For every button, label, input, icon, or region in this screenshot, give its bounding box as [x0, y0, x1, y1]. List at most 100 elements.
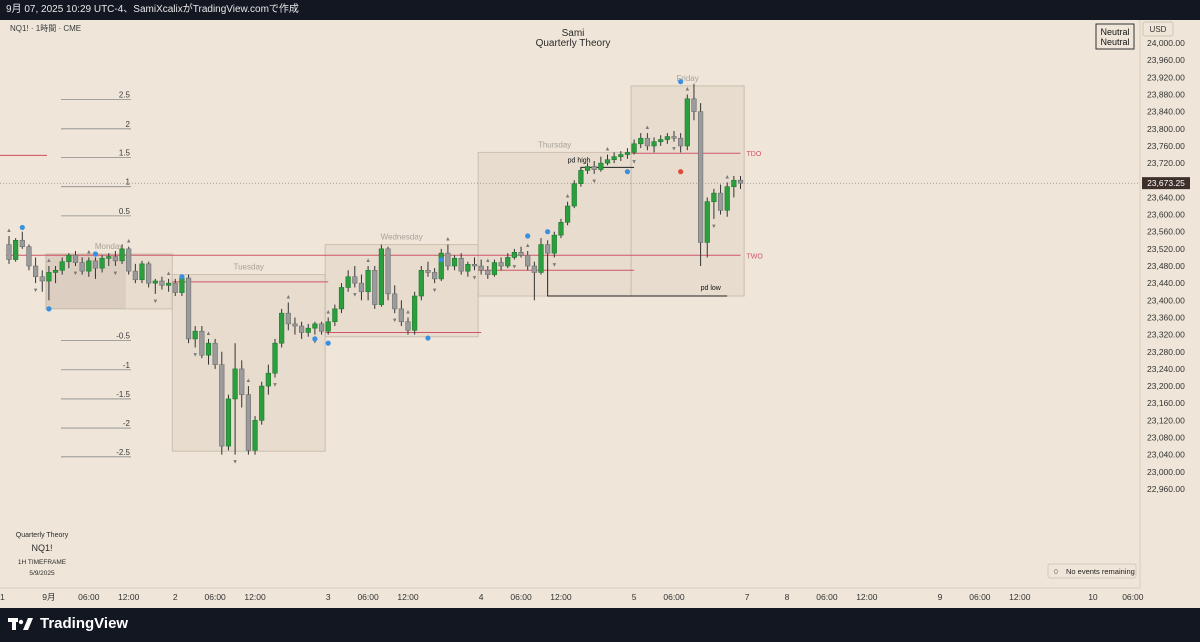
time-tick: 7	[745, 592, 750, 602]
candle-body	[631, 143, 637, 153]
candle-body	[6, 244, 12, 260]
price-tick: 23,000.00	[1147, 467, 1185, 477]
candle-body	[644, 137, 650, 147]
day-boxes-layer: Monday Tuesday Wednesday Thursday Friday	[45, 74, 745, 452]
swing-high-marker: ▲	[684, 87, 690, 93]
current-price-badge	[1142, 177, 1190, 190]
candle-body	[604, 159, 611, 164]
candle-body	[671, 136, 677, 139]
candle-body	[192, 330, 198, 340]
time-tick: 06:00	[816, 592, 838, 602]
time-tick: 12:00	[550, 592, 572, 602]
level-label: TWO	[747, 253, 764, 260]
time-tick: 9月	[42, 592, 55, 602]
candle-body	[106, 256, 112, 259]
price-tick: 23,160.00	[1147, 398, 1185, 408]
tradingview-logo-text: TradingView	[40, 615, 129, 632]
candle-body	[259, 385, 265, 421]
candles-layer	[6, 83, 744, 455]
fib-label: 2	[126, 120, 131, 129]
pd-low-line	[547, 257, 728, 297]
candle-body	[305, 327, 311, 333]
signal-dot	[325, 340, 331, 346]
fib-label: 1	[126, 178, 131, 187]
time-tick: 5	[632, 592, 637, 602]
time-axis[interactable]: 1 9月 06:00 12:00 2 06:00 12:00 3 06:00 12:00 4 06:0…	[0, 587, 1144, 602]
candle-body	[159, 280, 165, 286]
chart-area[interactable]: Monday Tuesday Wednesday Thursday Friday 4 2.…	[0, 20, 1200, 608]
swing-low-marker: ▼	[272, 382, 278, 388]
signal-dot	[46, 306, 52, 312]
signal-dot	[19, 224, 25, 231]
swing-low-marker: ▼	[152, 299, 158, 305]
swing-low-marker: ▼	[232, 460, 238, 466]
swing-low-marker: ▼	[432, 288, 438, 294]
swing-low-marker: ▼	[591, 179, 597, 185]
swing-high-marker: ▲	[325, 309, 331, 315]
candle-body	[618, 154, 624, 157]
time-tick: 8	[785, 592, 790, 602]
legend-symbol: NQ1!	[31, 543, 52, 553]
candle-body	[458, 257, 464, 272]
candle-body	[132, 270, 138, 281]
signal-dot	[179, 274, 185, 280]
price-tick: 24,000.00	[1147, 38, 1185, 48]
candle-body	[146, 263, 152, 284]
candle-body	[32, 265, 39, 278]
swing-low-marker: ▼	[312, 340, 318, 346]
price-tick: 22,960.00	[1147, 484, 1185, 494]
candle-body	[478, 265, 484, 271]
candle-body	[185, 277, 192, 340]
signal-dot-red	[678, 169, 684, 175]
candle-body	[26, 246, 32, 267]
candle-body	[126, 248, 132, 272]
swing-high-marker: ▲	[206, 331, 212, 337]
candle-body	[684, 98, 690, 147]
price-axis[interactable]: USD 24,000.00 23,960.00 23,920.00 23,880.00…	[1139, 20, 1190, 588]
time-tick: 12:00	[856, 592, 878, 602]
swing-high-marker: ▲	[285, 294, 291, 300]
candle-body	[451, 257, 458, 267]
chart-subtitle: Quarterly Theory	[536, 38, 611, 49]
price-tick: 23,880.00	[1147, 90, 1185, 100]
price-chart[interactable]: Monday Tuesday Wednesday Thursday Friday 4 2.…	[0, 20, 1200, 608]
time-tick: 06:00	[1122, 592, 1144, 602]
caption-bar: 9月 07, 2025 10:29 UTC-4、SamiXcalixがTradi…	[0, 0, 1200, 20]
price-tick: 23,120.00	[1147, 415, 1185, 425]
price-tick: 23,200.00	[1147, 381, 1185, 391]
candle-body	[724, 186, 730, 211]
candle-body	[392, 293, 398, 310]
candle-body	[265, 372, 271, 387]
candle-body	[591, 166, 597, 170]
swing-high-marker: ▲	[565, 194, 571, 200]
tradingview-logo[interactable]: TradingView	[8, 615, 128, 632]
candle-body	[378, 248, 385, 305]
signal-dot	[678, 79, 684, 85]
candle-body	[172, 282, 178, 293]
price-tick: 23,240.00	[1147, 364, 1185, 374]
candle-body	[658, 139, 664, 142]
candle-body	[651, 141, 657, 147]
caption-text: 9月 07, 2025 10:29 UTC-4、SamiXcalixがTradi…	[6, 4, 299, 15]
candle-body	[551, 234, 557, 254]
current-price-label: 23,673.25	[1147, 178, 1185, 188]
candle-body	[86, 260, 92, 272]
fib-label: 2.5	[119, 91, 131, 100]
candle-body	[511, 251, 517, 258]
candle-body	[199, 330, 205, 356]
swing-high-marker: ▲	[6, 228, 12, 234]
price-tick: 23,600.00	[1147, 210, 1185, 220]
time-tick: 10	[1088, 592, 1098, 602]
currency-badge[interactable]	[1142, 21, 1174, 37]
events-count-icon: 0	[1054, 569, 1058, 576]
candle-body	[398, 308, 404, 323]
day-box-label: Monday	[95, 242, 123, 251]
candle-body	[152, 280, 158, 284]
price-tick: 23,560.00	[1147, 227, 1185, 237]
pd-low-label: pd low	[701, 285, 722, 292]
candle-body	[491, 262, 498, 275]
fib-label: -2	[123, 419, 131, 428]
time-tick: 06:00	[357, 592, 379, 602]
day-box-label: Thursday	[538, 140, 571, 149]
swing-low-marker: ▼	[33, 288, 39, 294]
